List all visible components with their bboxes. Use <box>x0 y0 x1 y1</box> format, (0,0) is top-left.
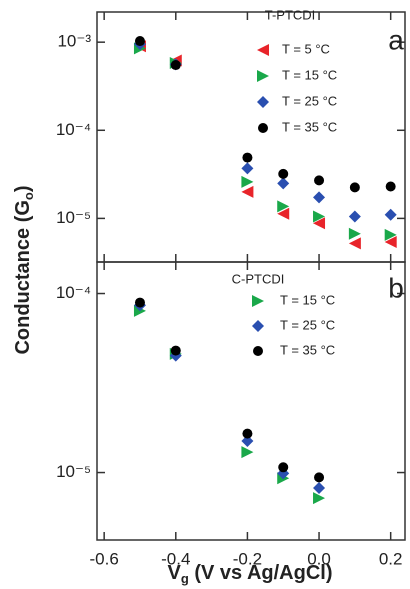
data-point <box>348 237 361 250</box>
data-point <box>170 60 181 71</box>
data-point <box>313 492 326 505</box>
legend-label: T = 25 °C <box>280 317 335 332</box>
x-tick-label: 0.0 <box>307 549 331 568</box>
data-point <box>384 208 397 221</box>
label-part: o <box>21 192 36 200</box>
legend-marker <box>253 346 263 356</box>
y-tick-label: 10⁻⁴ <box>56 120 91 139</box>
x-tick-label: -0.2 <box>233 549 262 568</box>
y-tick-label: 10⁻⁴ <box>56 283 91 302</box>
legend-marker <box>252 295 264 307</box>
data-point <box>313 217 326 230</box>
data-point <box>348 227 361 240</box>
label-part: V <box>167 562 181 584</box>
data-point <box>313 481 326 494</box>
data-point <box>313 210 326 223</box>
data-point <box>349 182 360 193</box>
panel-label: b <box>388 272 404 303</box>
data-point <box>278 168 289 179</box>
legend-label: T = 15 °C <box>280 292 335 307</box>
legend-label: T = 35 °C <box>282 119 337 134</box>
data-point <box>314 472 325 483</box>
label-part: ) <box>12 185 34 192</box>
legend-marker <box>258 123 268 133</box>
data-point <box>277 177 290 190</box>
data-point <box>348 210 361 223</box>
panel-label: a <box>388 24 404 55</box>
y-tick-label: 10⁻³ <box>57 32 91 51</box>
data-point <box>241 435 254 448</box>
data-point <box>242 428 253 439</box>
legend-label: T = 15 °C <box>282 67 337 82</box>
data-point <box>241 175 254 188</box>
x-tick-label: -0.6 <box>90 549 119 568</box>
y-label: Conductance (Go) <box>12 185 36 354</box>
data-point <box>314 175 325 186</box>
data-point <box>134 297 145 308</box>
y-tick-label: 10⁻⁵ <box>56 462 91 481</box>
data-point <box>241 446 254 459</box>
data-point <box>241 162 254 175</box>
label-part: (V vs Ag/AgCl) <box>189 562 333 584</box>
data-point <box>385 181 396 192</box>
legend-title: T-PTCDI <box>265 7 316 22</box>
legend-marker <box>257 70 269 82</box>
label-part: g <box>181 571 189 586</box>
data-point <box>241 185 254 198</box>
legend-marker <box>257 96 269 108</box>
data-point <box>134 36 145 47</box>
legend-marker <box>252 320 264 332</box>
data-point <box>313 191 326 204</box>
panel-b-frame <box>96 261 406 541</box>
data-point <box>170 345 181 356</box>
legend-title: C-PTCDI <box>232 271 285 286</box>
legend-label: T = 5 °C <box>282 41 330 56</box>
y-tick-label: 10⁻⁵ <box>56 208 91 227</box>
data-point <box>278 462 289 473</box>
x-label: Vg (V vs Ag/AgCl) <box>167 562 332 586</box>
x-tick-label: -0.4 <box>161 549 190 568</box>
data-point <box>384 235 397 248</box>
legend-label: T = 35 °C <box>280 342 335 357</box>
data-point <box>384 228 397 241</box>
data-point <box>277 207 290 220</box>
label-part: Conductance (G <box>12 200 34 354</box>
data-point <box>277 200 290 213</box>
x-tick-label: 0.2 <box>379 549 403 568</box>
legend-marker <box>257 44 269 56</box>
legend-label: T = 25 °C <box>282 93 337 108</box>
data-point <box>242 152 253 163</box>
